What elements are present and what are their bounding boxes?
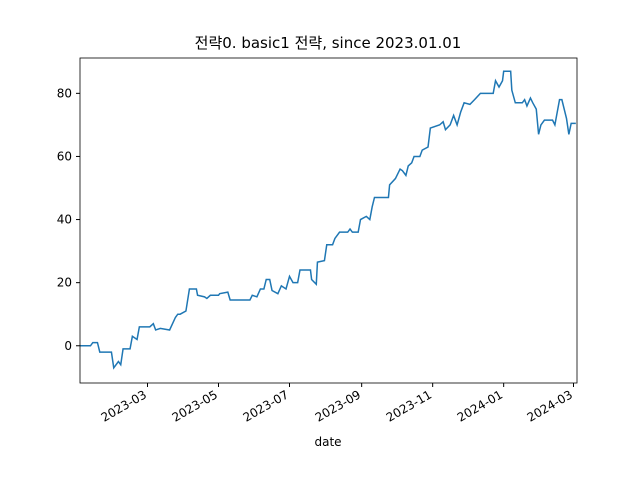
x-tick-label: 2023-07 (241, 387, 291, 424)
chart-title: 전략0. basic1 전략, since 2023.01.01 (195, 34, 462, 52)
x-tick-label: 2024-03 (525, 387, 575, 424)
y-tick-label: 20 (57, 276, 72, 290)
y-tick-label: 40 (57, 213, 72, 227)
y-tick-label: 60 (57, 149, 72, 163)
x-tick-label: 2023-05 (170, 387, 220, 424)
x-axis-label: date (314, 435, 341, 449)
x-tick-label: 2023-03 (99, 387, 149, 424)
x-tick-label: 2024-01 (455, 387, 505, 424)
x-tick-label: 2023-11 (384, 387, 434, 424)
y-tick-label: 80 (57, 86, 72, 100)
y-tick-label: 0 (64, 339, 72, 353)
line (80, 70, 576, 370)
x-tick-label: 2023-09 (313, 387, 363, 424)
plot-frame (79, 57, 578, 384)
